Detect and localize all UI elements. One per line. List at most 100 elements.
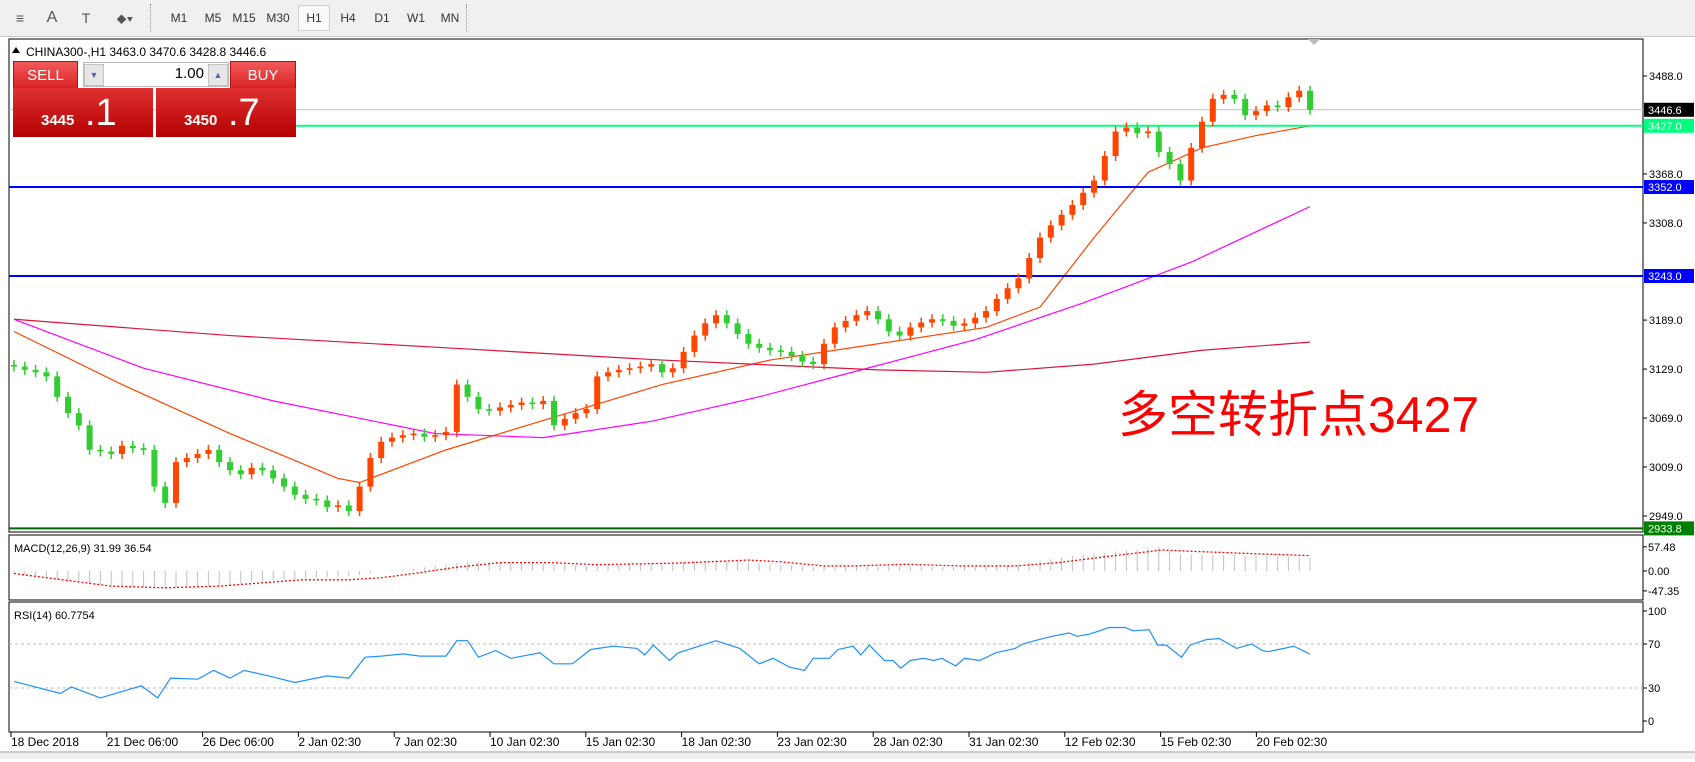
macd-tick-label: 57.48: [1648, 542, 1676, 554]
candle-body: [583, 409, 590, 414]
candle-body: [32, 369, 39, 373]
timeframe-m5-button[interactable]: M5: [204, 11, 222, 25]
price-level-label: 3427.0: [1648, 121, 1682, 133]
candle-body: [1274, 105, 1281, 108]
moving-average-line: [13, 318, 1311, 373]
price-chart[interactable]: CHINA300-,H1 3463.0 3470.6 3428.8 3446.6…: [0, 36, 1695, 759]
candle-body: [561, 418, 568, 426]
candle-body: [486, 409, 493, 411]
lot-increase-button[interactable]: ▲: [208, 64, 228, 86]
timeframe-mn-button[interactable]: MN: [440, 11, 460, 25]
candle-body: [842, 320, 849, 328]
candle-body: [615, 369, 622, 373]
timeframe-m15-button[interactable]: M15: [232, 11, 256, 25]
rsi-line: [13, 626, 1311, 699]
timeframe-d1-button[interactable]: D1: [374, 11, 390, 25]
date-tick-label: 18 Jan 02:30: [682, 735, 752, 749]
bottom-tabs-bar: [0, 753, 1695, 759]
lot-decrease-button[interactable]: ▼: [84, 64, 104, 86]
toolbar: ≡ A T ⬥▾ M1 M5 M15 M30 H1 H4 D1 W1 MN: [0, 0, 1695, 37]
candle-body: [507, 404, 514, 408]
price-level-badge: [1644, 118, 1694, 133]
candle-body: [259, 467, 266, 471]
candle-body: [702, 323, 709, 336]
rsi-title: RSI(14) 60.7754: [14, 610, 95, 622]
candle-body: [885, 319, 892, 332]
candle-body: [443, 431, 449, 436]
candle-body: [1069, 204, 1076, 215]
price-level-badge: [1644, 521, 1694, 536]
rsi-tick-label: 0: [1648, 716, 1654, 728]
rsi-tick-label: 30: [1648, 683, 1660, 695]
date-tick-label: 7 Jan 02:30: [394, 735, 457, 749]
candle-body: [950, 320, 957, 326]
fibonacci-fan-icon[interactable]: ≡: [15, 10, 25, 26]
candle-body: [972, 317, 979, 324]
price-tick-label: 3189.0: [1649, 315, 1683, 327]
candle-body: [43, 372, 50, 377]
one-click-trading-panel: SELL ▼ ▲ BUY 3445 .1 3450 .7: [13, 61, 296, 137]
date-tick-label: 15 Jan 02:30: [586, 735, 656, 749]
price-tick-label: 2949.0: [1649, 511, 1683, 523]
lot-size-field: ▼ ▲: [83, 62, 229, 87]
candle-body: [993, 298, 1000, 312]
candle-body: [194, 453, 201, 459]
candle-body: [983, 311, 989, 318]
candle-body: [799, 355, 806, 362]
timeframe-h1-button[interactable]: H1: [298, 5, 330, 31]
toolbar-separator: [466, 4, 468, 32]
date-tick-label: 18 Dec 2018: [11, 735, 79, 749]
candle-body: [788, 351, 795, 356]
buy-button[interactable]: BUY: [230, 61, 296, 90]
timeframe-m1-button[interactable]: M1: [170, 11, 188, 25]
timeframe-w1-button[interactable]: W1: [407, 11, 425, 25]
candle-body: [378, 441, 385, 459]
candle-body: [1177, 164, 1184, 181]
collapse-triangle-icon: [12, 47, 20, 53]
candle-body: [1307, 90, 1313, 110]
price-level-label: 3243.0: [1648, 271, 1682, 283]
macd-panel: [8, 534, 1644, 601]
candle-body: [745, 333, 752, 344]
candle-body: [205, 449, 212, 454]
candle-body: [551, 400, 557, 426]
candle-body: [713, 315, 719, 324]
text-label-icon[interactable]: T: [81, 10, 91, 26]
date-tick-label: 15 Feb 02:30: [1161, 735, 1232, 749]
sell-price-box[interactable]: 3445 .1: [13, 88, 153, 137]
price-level-label: 3352.0: [1648, 182, 1682, 194]
candle-body: [853, 315, 860, 321]
candle-body: [518, 402, 525, 405]
candle-body: [1058, 214, 1065, 226]
turning-point-annotation: 多空转折点3427: [1118, 387, 1479, 443]
candle-body: [1296, 90, 1303, 98]
candle-body: [1091, 180, 1097, 193]
text-icon[interactable]: A: [46, 9, 58, 26]
candle-body: [734, 323, 741, 334]
timeframe-m30-button[interactable]: M30: [266, 11, 290, 25]
candle-body: [1285, 97, 1292, 108]
arrows-icon[interactable]: ⬥▾: [116, 10, 134, 26]
candle-body: [875, 311, 881, 320]
date-tick-label: 23 Jan 02:30: [777, 735, 847, 749]
candle-body: [1080, 192, 1087, 205]
candle-body: [540, 400, 547, 405]
candle-body: [227, 462, 233, 471]
sell-button[interactable]: SELL: [13, 61, 78, 90]
timeframe-h4-button[interactable]: H4: [340, 11, 356, 25]
buy-price-box[interactable]: 3450 .7: [156, 88, 296, 137]
date-tick-label: 31 Jan 02:30: [969, 735, 1039, 749]
candle-body: [810, 361, 817, 365]
candle-body: [183, 458, 190, 463]
candle-body: [75, 413, 82, 426]
macd-title: MACD(12,26,9) 31.99 36.54: [14, 543, 152, 555]
candle-body: [896, 331, 903, 336]
date-tick-label: 28 Jan 02:30: [873, 735, 943, 749]
lot-size-input[interactable]: [104, 63, 208, 84]
price-tick-label: 3488.0: [1649, 71, 1683, 83]
candle-body: [907, 327, 914, 336]
candle-body: [86, 425, 93, 450]
chart-window[interactable]: CHINA300-,H1 3463.0 3470.6 3428.8 3446.6…: [0, 36, 1695, 759]
candle-body: [335, 505, 341, 508]
candle-body: [345, 505, 352, 512]
